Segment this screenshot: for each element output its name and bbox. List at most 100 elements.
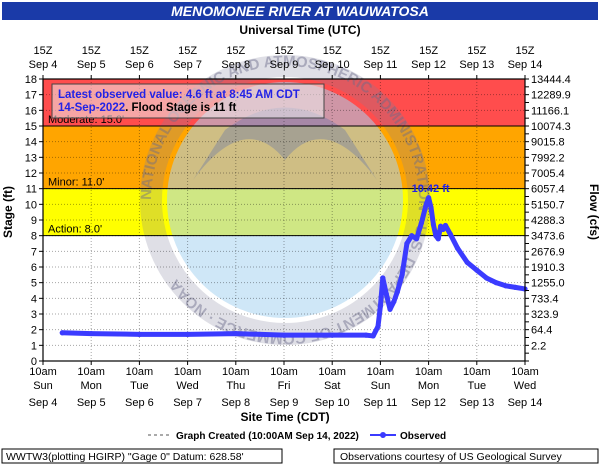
x-top-tick-hour: 15Z	[419, 45, 438, 57]
data-point	[377, 303, 383, 309]
x-bottom-tick-day: Mon	[80, 380, 101, 392]
x-bottom-tick-date: Sep 13	[459, 397, 494, 409]
data-point	[483, 275, 490, 281]
flood-band-label-1: Action: 8.0'	[48, 224, 102, 236]
x-bottom-tick-time: 10am	[270, 366, 298, 378]
footer: WWTW3(plotting HGIRP) "Gage 0" Datum: 62…	[1, 448, 599, 464]
x-top-tick-date: Sep 9	[270, 59, 299, 71]
y-tick-label: 9	[31, 215, 37, 227]
data-point	[447, 231, 453, 237]
y2-tick-label: 2.2	[531, 340, 546, 352]
y-tick-label: 11	[26, 184, 37, 196]
data-point	[503, 283, 509, 289]
x-top-tick-hour: 15Z	[130, 45, 149, 57]
y2-tick-label: 3473.6	[531, 231, 565, 243]
x-bottom-tick-day: Sun	[33, 380, 53, 392]
x-bottom-tick-time: 10am	[318, 366, 346, 378]
data-point	[493, 280, 499, 286]
y2-tick-label: 7992.2	[531, 152, 565, 164]
x-bottom-tick-time: 10am	[511, 366, 539, 378]
data-point	[375, 323, 381, 330]
footer-courtesy: Observations courtesy of US Geological S…	[340, 451, 563, 463]
x-bottom-tick-time: 10am	[415, 366, 443, 378]
y2-tick-label: 13444.4	[531, 74, 571, 86]
data-point	[59, 330, 65, 336]
y-tick-label: 6	[31, 262, 37, 274]
x-top-tick-hour: 15Z	[178, 45, 197, 57]
data-point	[383, 291, 389, 297]
y-axis-title: Stage (ft)	[1, 186, 15, 238]
data-point	[435, 236, 441, 242]
data-point	[233, 330, 239, 337]
y-tick-label: 2	[31, 325, 37, 337]
data-point	[426, 195, 432, 201]
y-tick-label: 1	[31, 340, 37, 352]
y2-tick-label: 12289.9	[531, 90, 571, 102]
data-point	[380, 275, 386, 281]
x-bottom-tick-date: Sep 4	[29, 397, 58, 409]
y2-tick-label: 5150.7	[531, 199, 565, 211]
y-tick-label: 0	[31, 356, 37, 368]
x-bottom-tick-date: Sep 9	[270, 397, 299, 409]
x-top-tick-date: Sep 6	[125, 59, 154, 71]
latest-observation-line2: 14-Sep-2022. Flood Stage is 11 ft	[58, 102, 236, 114]
x-bottom-tick-date: Sep 8	[221, 397, 250, 409]
x-top-tick-date: Sep 8	[221, 59, 250, 71]
data-point	[430, 222, 437, 228]
data-point	[512, 284, 518, 290]
axes: 01234567891011121314151617182.264.4323.9…	[25, 45, 571, 409]
x-bottom-tick-date: Sep 12	[411, 397, 446, 409]
y2-tick-label: 323.9	[531, 309, 559, 321]
x-top-tick-hour: 15Z	[516, 45, 535, 57]
data-point	[391, 298, 397, 305]
x-bottom-tick-day: Sun	[371, 380, 391, 392]
x-bottom-tick-date: Sep 11	[363, 397, 397, 409]
x-bottom-tick-day: Tue	[130, 380, 149, 392]
data-point	[413, 236, 420, 242]
latest-observation-date: 14-Sep-2022	[58, 102, 125, 114]
y2-tick-label: 64.4	[531, 325, 552, 337]
flood-stage-note: . Flood Stage is 11 ft	[125, 102, 236, 114]
x-axis-title: Site Time (CDT)	[240, 410, 329, 424]
flood-band-label-2: Minor: 11.0'	[48, 177, 104, 189]
legend-observed: Observed	[400, 431, 446, 442]
y-tick-label: 7	[31, 246, 37, 258]
x-bottom-tick-date: Sep 6	[125, 397, 154, 409]
peak-annotation: 10.42 ft	[412, 183, 450, 195]
y2-tick-label: 2676.9	[531, 246, 565, 258]
latest-observation-line1: Latest observed value: 4.6 ft at 8:45 AM…	[58, 89, 300, 101]
data-point	[88, 330, 94, 337]
x-bottom-tick-day: Sat	[324, 380, 341, 392]
x-top-tick-hour: 15Z	[226, 45, 245, 57]
data-point	[363, 332, 369, 338]
x-bottom-tick-date: Sep 7	[173, 397, 202, 409]
x-bottom-tick-time: 10am	[77, 366, 105, 378]
title-bar	[2, 2, 598, 20]
y-tick-label: 17	[25, 90, 37, 102]
y2-tick-label: 733.4	[531, 293, 559, 305]
watermark-disc	[167, 82, 403, 318]
data-point	[442, 222, 449, 229]
x-top-tick-date: Sep 10	[315, 59, 350, 71]
x-bottom-tick-day: Tue	[468, 380, 487, 392]
y-tick-label: 4	[31, 293, 37, 305]
y-tick-label: 3	[31, 309, 37, 321]
data-point	[281, 332, 287, 338]
x-bottom-tick-day: Mon	[418, 380, 439, 392]
y-tick-label: 12	[25, 168, 37, 180]
legend: Graph Created (10:00AM Sep 14, 2022) Obs…	[148, 431, 446, 442]
data-point	[399, 272, 405, 278]
y-tick-label: 16	[25, 105, 37, 117]
data-point	[136, 331, 142, 337]
x-top-tick-hour: 15Z	[323, 45, 342, 57]
x-bottom-tick-day: Fri	[278, 380, 291, 392]
data-point	[423, 201, 429, 207]
x-bottom-tick-time: 10am	[174, 366, 202, 378]
data-point	[387, 306, 393, 312]
data-point	[185, 331, 191, 337]
x-bottom-tick-day: Wed	[176, 380, 198, 392]
x-top-tick-date: Sep 4	[29, 59, 58, 71]
y-tick-label: 18	[25, 74, 37, 86]
y2-tick-label: 1910.3	[531, 262, 565, 274]
